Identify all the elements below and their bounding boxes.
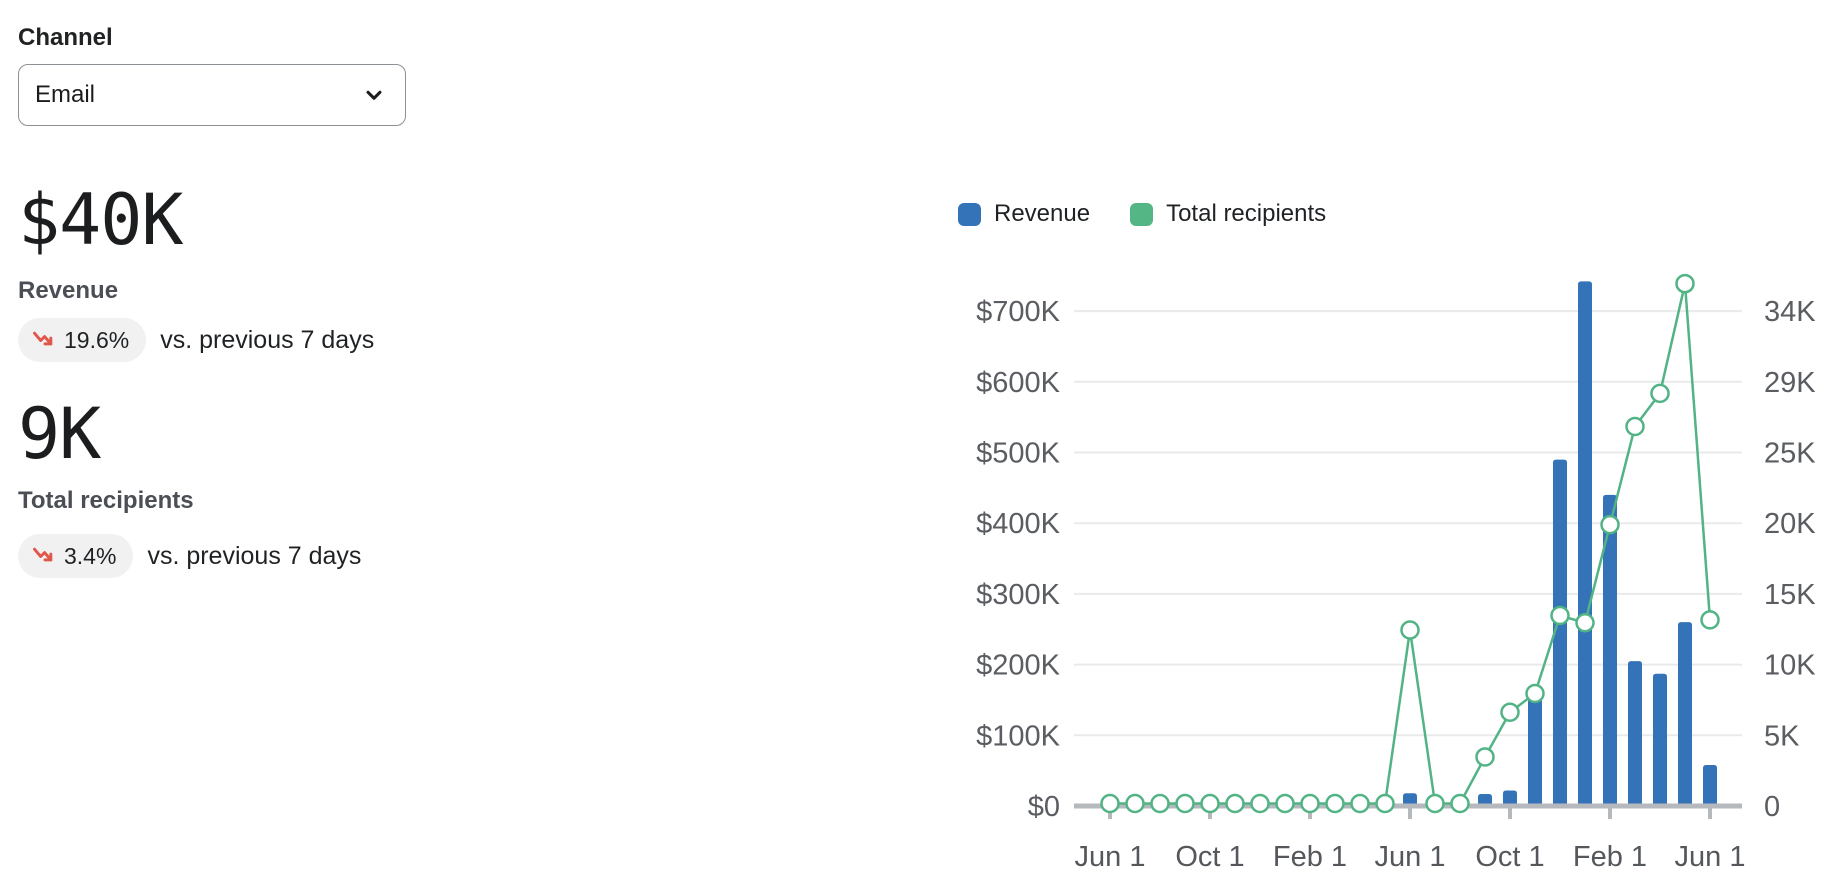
svg-text:Jun 1: Jun 1 [1075, 841, 1146, 873]
x-axis-labels: Jun 1 Oct 1 Feb 1 Jun 1 Oct 1 Feb 1 Jun 1 [1075, 841, 1746, 873]
channel-select[interactable]: Email [18, 64, 406, 126]
svg-text:Feb 1: Feb 1 [1573, 841, 1647, 873]
svg-text:0: 0 [1764, 791, 1780, 823]
svg-text:$400K: $400K [976, 508, 1061, 540]
svg-text:29K: 29K [1764, 367, 1816, 399]
legend-item-revenue: Revenue [958, 200, 1090, 228]
svg-text:10K: 10K [1764, 650, 1816, 682]
svg-text:34K: 34K [1764, 296, 1816, 328]
legend-item-recipients: Total recipients [1130, 200, 1326, 228]
recipients-metric-value: 9K [18, 393, 101, 475]
svg-text:5K: 5K [1764, 720, 1800, 752]
legend-label-revenue: Revenue [994, 200, 1091, 227]
recipients-swatch-icon [1130, 202, 1154, 226]
recipients-change-pct: 3.4% [64, 542, 117, 569]
trend-down-arrow-icon [30, 327, 57, 354]
revenue-bar [1578, 281, 1592, 806]
revenue-swatch-icon [958, 202, 981, 226]
revenue-metric-value: $40K [18, 179, 184, 261]
revenue-bar [1503, 790, 1517, 806]
revenue-bar [1603, 494, 1617, 806]
revenue-bars [1403, 281, 1717, 806]
revenue-bar [1403, 793, 1417, 806]
svg-text:$100K: $100K [976, 720, 1061, 752]
y-axis-left-labels: $0 $100K $200K $300K $400K $500K $600K $700K [976, 296, 1061, 823]
revenue-bar [1678, 622, 1692, 806]
svg-text:Jun 1: Jun 1 [1375, 841, 1446, 873]
revenue-bar [1628, 661, 1642, 806]
revenue-bar [1553, 459, 1567, 806]
y-axis-right-labels: 0 5K 10K 15K 20K 25K 29K 34K [1764, 296, 1816, 823]
trend-down-arrow-icon [30, 543, 57, 570]
revenue-change-badge: 19.6% [18, 318, 147, 362]
svg-text:$500K: $500K [976, 438, 1061, 470]
chart-legend: Revenue Total recipients [958, 200, 1326, 228]
revenue-bar [1703, 764, 1717, 806]
legend-label-recipients: Total recipients [1166, 200, 1327, 227]
channel-filter-label: Channel [18, 24, 113, 51]
revenue-change-pct: 19.6% [64, 326, 130, 353]
svg-text:Feb 1: Feb 1 [1273, 841, 1347, 873]
revenue-bar [1528, 698, 1542, 806]
svg-text:$300K: $300K [976, 579, 1061, 611]
channel-select-value: Email [35, 81, 96, 108]
recipients-line [1110, 282, 1712, 805]
svg-text:15K: 15K [1764, 579, 1816, 611]
svg-text:$600K: $600K [976, 367, 1061, 399]
svg-text:25K: 25K [1764, 438, 1816, 470]
revenue-comparison-text: vs. previous 7 days [160, 325, 375, 354]
svg-text:Jun 1: Jun 1 [1675, 841, 1746, 873]
recipients-metric-label: Total recipients [18, 487, 194, 514]
chevron-down-icon [361, 82, 387, 108]
revenue-metric-label: Revenue [18, 277, 119, 304]
svg-text:Oct 1: Oct 1 [1175, 841, 1244, 873]
svg-text:$200K: $200K [976, 650, 1061, 682]
recipients-comparison-text: vs. previous 7 days [147, 541, 362, 570]
recipients-change-badge: 3.4% [18, 534, 134, 578]
revenue-bar [1478, 793, 1492, 806]
revenue-bar [1653, 673, 1667, 806]
svg-text:20K: 20K [1764, 508, 1816, 540]
revenue-change-row: 19.6% vs. previous 7 days [18, 318, 374, 362]
svg-text:Oct 1: Oct 1 [1475, 841, 1544, 873]
recipients-markers [1100, 273, 1720, 814]
recipients-change-row: 3.4% vs. previous 7 days [18, 534, 361, 578]
svg-text:$0: $0 [1028, 791, 1060, 823]
svg-text:$700K: $700K [976, 296, 1061, 328]
